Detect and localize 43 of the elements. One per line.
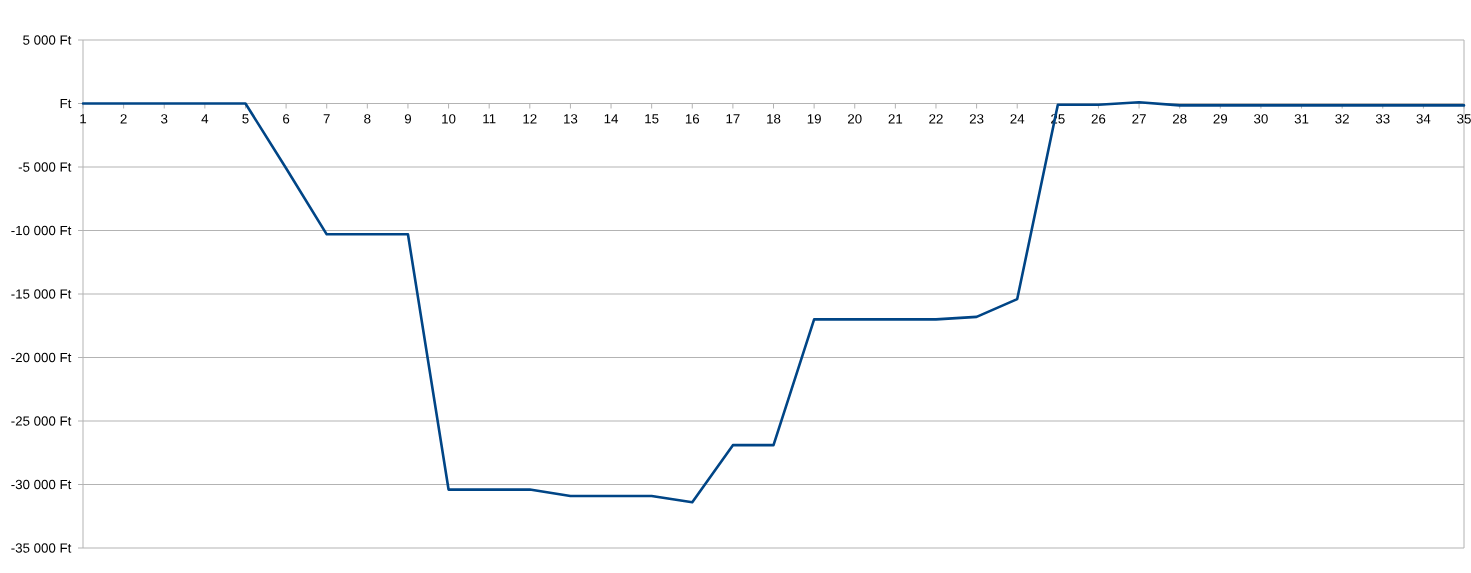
x-tick-label: 27 (1132, 114, 1146, 124)
x-tick-label: 30 (1254, 114, 1268, 124)
x-tick-label: 9 (404, 114, 412, 124)
x-tick-label: 18 (767, 114, 781, 124)
y-tick-label: -25 000 Ft (11, 416, 72, 426)
x-tick-label: 1 (80, 114, 87, 124)
x-tick-label: 23 (969, 114, 984, 124)
x-tick-label: 5 (242, 114, 249, 124)
x-tick-label: 16 (685, 114, 700, 124)
x-tick-label: 14 (604, 114, 619, 124)
x-tick-label: 2 (120, 114, 127, 124)
x-tick-label: 32 (1335, 114, 1349, 124)
y-tick-label: -30 000 Ft (11, 479, 72, 490)
x-tick-label: 10 (442, 114, 456, 124)
y-tick-label: 5 000 Ft (23, 35, 72, 45)
y-tick-label: -10 000 Ft (11, 225, 72, 236)
x-tick-label: 4 (201, 114, 209, 124)
x-tick-label: 20 (848, 114, 862, 124)
x-tick-label: 21 (888, 114, 903, 124)
x-tick-label: 7 (323, 114, 330, 124)
y-tick-label: -20 000 Ft (11, 352, 72, 363)
x-tick-label: 19 (807, 114, 821, 124)
x-tick-label: 13 (564, 114, 578, 124)
y-tick-label: -15 000 Ft (11, 289, 72, 299)
x-tick-label: 29 (1213, 114, 1228, 124)
x-tick-label: 12 (523, 114, 537, 124)
y-tick-label: -5 000 Ft (18, 162, 72, 172)
x-tick-label: 3 (161, 114, 168, 124)
x-tick-label: 31 (1294, 114, 1309, 124)
y-tick-label: -35 000 Ft (11, 543, 72, 553)
x-tick-label: 15 (645, 114, 659, 124)
x-tick-label: 35 (1457, 114, 1471, 124)
x-tick-label: 33 (1375, 114, 1390, 124)
x-tick-label: 17 (726, 114, 740, 124)
x-tick-label: 28 (1172, 114, 1187, 124)
x-tick-label: 8 (364, 114, 371, 124)
x-tick-label: 24 (1010, 114, 1025, 124)
x-tick-label: 26 (1091, 114, 1106, 124)
x-tick-label: 6 (283, 114, 290, 124)
x-tick-label: 22 (929, 114, 943, 124)
x-tick-label: 11 (483, 114, 496, 124)
x-tick-label: 34 (1416, 114, 1431, 124)
y-tick-label: Ft (60, 98, 72, 109)
